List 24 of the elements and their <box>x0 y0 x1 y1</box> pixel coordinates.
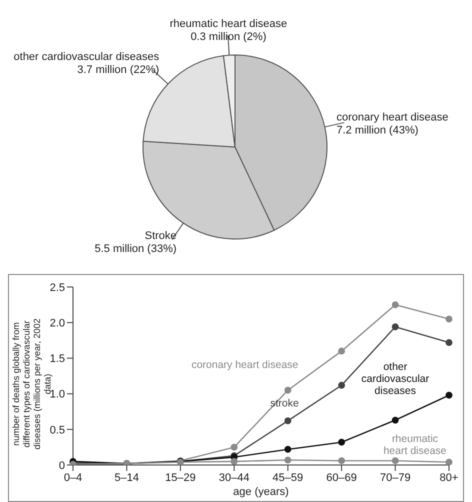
x-tick-label: 15–29 <box>165 472 196 484</box>
x-tick-label: 80+ <box>440 472 458 484</box>
slice-label: coronary heart disease <box>336 111 448 124</box>
x-tick-label: 0–4 <box>64 472 82 484</box>
slice-label: other cardiovascular diseases <box>14 50 160 63</box>
x-axis-title: age (years) <box>233 486 289 498</box>
series-label: other cardiovascular diseases <box>361 361 430 398</box>
y-tick-label: 2.5 <box>50 282 65 294</box>
x-tick-label: 60–69 <box>326 472 357 484</box>
x-tick-label: 5–14 <box>114 472 139 484</box>
y-tick-label: 0.5 <box>50 424 65 436</box>
series-label: rheumatic heart disease <box>383 433 447 458</box>
slice-label: rheumatic heart disease <box>170 18 288 30</box>
data-label: 7.2 million (43%) <box>336 124 418 136</box>
data-label: 5.5 million (33%) <box>94 243 177 256</box>
x-tick-label: 45–59 <box>272 472 304 484</box>
y-tick-label: 1.5 <box>50 353 65 366</box>
x-tick-label: 70–79 <box>380 472 411 484</box>
x-tick-label: 30–44 <box>218 472 250 484</box>
y-tick-label: 0 <box>58 460 65 472</box>
y-tick-label: 1.0 <box>50 388 65 401</box>
data-label: 3.7 million (22%) <box>77 64 160 76</box>
y-tick-label: 2.0 <box>50 318 65 330</box>
series-label: coronary heart disease <box>191 359 298 372</box>
